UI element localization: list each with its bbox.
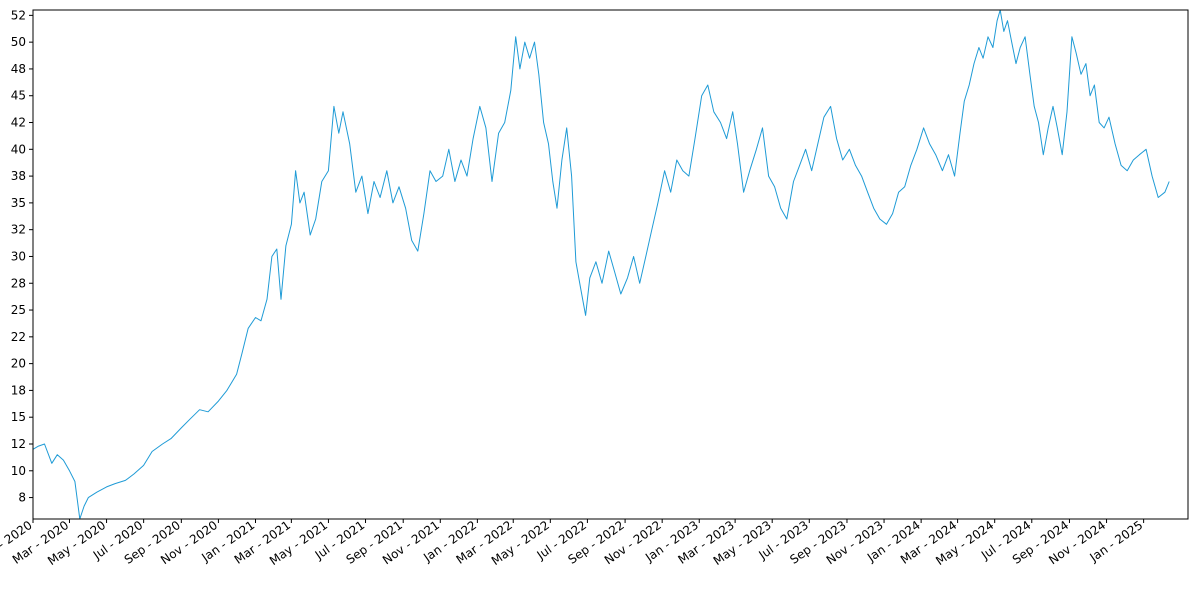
y-tick-label: 22 [11, 330, 26, 344]
series-line [32, 9, 1170, 520]
y-tick-label: 10 [11, 464, 26, 478]
y-tick-label: 12 [11, 437, 26, 451]
y-tick-label: 20 [11, 357, 26, 371]
y-tick-label: 30 [11, 249, 26, 263]
y-tick-label: 32 [11, 223, 26, 237]
y-tick-label: 25 [11, 303, 26, 317]
y-tick-label: 35 [11, 196, 26, 210]
y-tick-label: 48 [11, 62, 26, 76]
y-tick-label: 42 [11, 116, 26, 130]
y-tick-label: 50 [11, 35, 26, 49]
y-tick-label: 28 [11, 276, 26, 290]
y-tick-label: 45 [11, 89, 26, 103]
y-tick-label: 52 [11, 8, 26, 22]
y-axis-ticks: 8 10 12 15 18 20 22 25 28 30 32 35 38 40 42 45 48 50 52 [11, 8, 33, 505]
y-tick-label: 38 [11, 169, 26, 183]
plot-frame [32, 9, 1189, 520]
y-tick-label: 15 [11, 410, 26, 424]
y-tick-label: 8 [18, 491, 26, 505]
y-tick-label: 40 [11, 142, 26, 156]
y-tick-label: 18 [11, 383, 26, 397]
